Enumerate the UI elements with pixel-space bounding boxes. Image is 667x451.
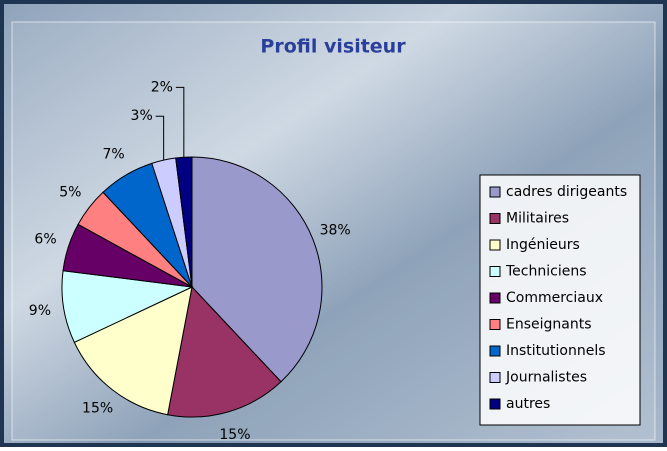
data-label: 3% [131,108,153,124]
leader-line [175,86,185,158]
legend-swatch [489,186,501,198]
legend-swatch [489,372,501,383]
chart-title: Profil visiteur [260,36,406,58]
data-label: 9% [29,303,51,319]
data-label: 7% [102,146,124,162]
legend-label: Militaires [506,211,569,227]
data-label: 5% [59,185,81,201]
data-label: 15% [82,401,113,417]
legend-swatch [489,319,501,330]
legend-label: cadres dirigeants [506,184,627,200]
legend-label: Ingénieurs [506,237,580,253]
legend [479,174,641,426]
legend-label: Techniciens [505,264,587,280]
legend-label: Journalistes [505,370,587,386]
data-label: 6% [34,231,56,247]
legend-swatch [489,398,501,410]
legend-swatch [489,239,501,251]
data-label: 15% [219,427,250,443]
leader-line [155,115,165,161]
legend-swatch [489,345,501,357]
legend-swatch [489,213,501,224]
data-label: 2% [151,79,173,95]
legend-label: Enseignants [506,317,592,333]
legend-swatch [489,292,501,304]
data-label: 38% [320,222,351,238]
pie-slice [167,285,282,418]
pie-slice [191,156,323,383]
pie-slice [73,286,193,416]
legend-label: autres [506,396,550,412]
legend-label: Institutionnels [506,343,606,359]
legend-label: Commerciaux [506,290,603,306]
legend-swatch [489,266,501,277]
